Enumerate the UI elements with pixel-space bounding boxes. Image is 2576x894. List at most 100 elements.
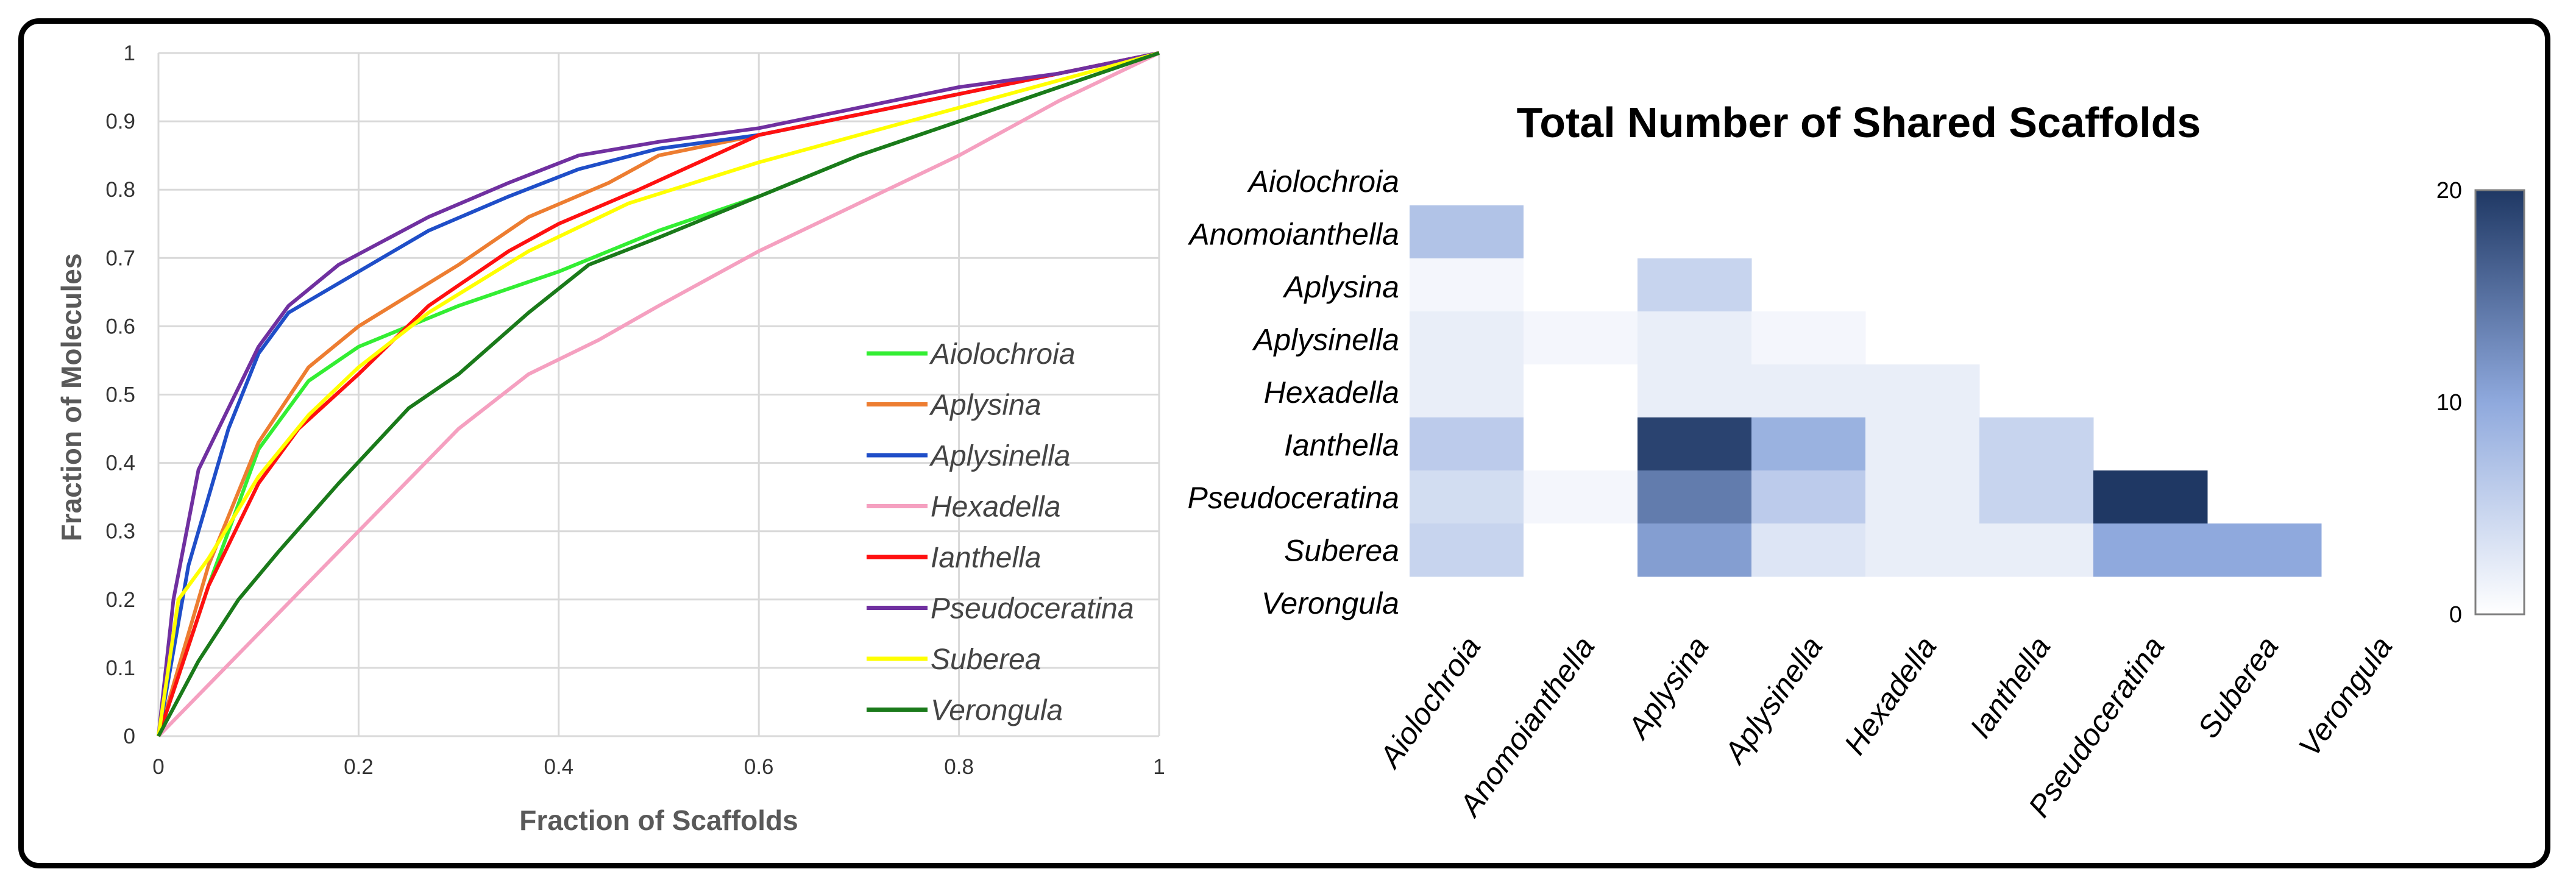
heatmap-col-label: Aiolochroia: [1372, 630, 1487, 775]
heatmap-cell: [1410, 152, 1524, 206]
series-line-hexadella: [157, 51, 1160, 738]
heatmap-cell: [1410, 417, 1524, 471]
heatmap-row-labels: Aiolochroia Anomoianthella Aplysina Aplysin…: [1187, 165, 1399, 620]
heatmap-cell: [1865, 470, 1980, 524]
heatmap-cell: [1524, 470, 1638, 524]
heatmap-cell: [2093, 523, 2208, 577]
heatmap-cell: [2093, 470, 2208, 524]
legend-label: Hexadella: [931, 491, 1060, 523]
series-line-verongula: [157, 51, 1160, 737]
legend-label: Aplysinella: [929, 440, 1070, 472]
heatmap-cell: [1979, 470, 2094, 524]
heatmap-cell: [1751, 311, 1866, 365]
colorbar-tick-label: 20: [2436, 178, 2462, 204]
heatmap-cell: [1410, 258, 1524, 312]
heatmap-cell: [1410, 523, 1524, 577]
heatmap-cell: [1410, 364, 1524, 418]
heatmap-cell: [1524, 258, 1638, 312]
y-tick-label: 0.9: [105, 110, 135, 133]
figure-frame: [18, 18, 2550, 868]
x-tick-label: 0.2: [344, 755, 374, 779]
series-line-suberea: [157, 51, 1160, 737]
heatmap-row-label: Pseudoceratina: [1188, 481, 1399, 515]
colorbar: 0 10 20: [2436, 178, 2525, 628]
heatmap-cell: [1751, 470, 1866, 524]
heatmap-row-label: Aplysinella: [1252, 323, 1399, 357]
heatmap-col-label: Suberea: [2191, 630, 2285, 744]
legend-label: Aplysina: [929, 389, 1041, 422]
legend-label: Suberea: [931, 644, 1041, 676]
y-tick-label: 0.1: [105, 656, 135, 680]
line-chart-grid: [157, 52, 1160, 737]
heatmap-cell: [1524, 205, 1638, 259]
heatmap-cell: [1979, 417, 2094, 471]
y-tick-labels: 0 0.1 0.2 0.3 0.4 0.5 0.6 0.7 0.8 0.9 1: [105, 41, 135, 748]
heatmap-cell: [1751, 417, 1866, 471]
heatmap-title: Total Number of Shared Scaffolds: [1517, 99, 2201, 146]
heatmap-cell: [1410, 205, 1524, 259]
y-tick-label: 0.6: [105, 314, 135, 338]
colorbar-tick-label: 10: [2436, 390, 2462, 416]
y-tick-label: 1: [124, 41, 135, 65]
heatmap-row-label: Aplysina: [1282, 270, 1399, 304]
legend-label: Verongula: [931, 695, 1063, 727]
heatmap-cell: [2207, 523, 2322, 577]
x-axis-label: Fraction of Scaffolds: [519, 804, 798, 836]
y-tick-label: 0.3: [105, 520, 135, 544]
y-tick-label: 0.2: [105, 588, 135, 612]
heatmap-cell: [1637, 523, 1752, 577]
heatmap-col-label: Aplysinella: [1717, 630, 1829, 770]
colorbar-tick-label: 0: [2449, 602, 2462, 628]
x-tick-label: 0.8: [944, 755, 974, 779]
legend-label: Ianthella: [931, 542, 1041, 574]
y-tick-label: 0: [124, 725, 135, 748]
heatmap-col-label: Hexadella: [1837, 630, 1943, 761]
series-line-ianthella: [157, 51, 1160, 737]
heatmap-row-label: Anomoianthella: [1187, 218, 1399, 252]
legend: Aiolochroia Aplysina Aplysinella Hexadella I…: [867, 338, 1134, 727]
heatmap-cell: [1410, 470, 1524, 524]
heatmap-col-label: Ianthella: [1963, 630, 2057, 744]
heatmap-cell: [1524, 417, 1638, 471]
heatmap-col-label: Verongula: [2292, 630, 2399, 762]
y-tick-label: 0.7: [105, 246, 135, 270]
x-tick-label: 0.4: [544, 755, 573, 779]
x-tick-label: 0: [152, 755, 164, 779]
heatmap-cell: [1524, 364, 1638, 418]
heatmap-cell: [1865, 364, 1980, 418]
heatmap-cell: [1637, 364, 1752, 418]
heatmap-cell: [1751, 364, 1866, 418]
heatmap-chart: Total Number of Shared Scaffolds Aioloch…: [1187, 99, 2525, 823]
legend-label: Aiolochroia: [929, 338, 1075, 371]
y-tick-label: 0.8: [105, 178, 135, 202]
heatmap-row-label: Suberea: [1284, 534, 1399, 568]
y-tick-label: 0.5: [105, 383, 135, 407]
heatmap-cell: [1637, 311, 1752, 365]
heatmap-cell: [1979, 523, 2094, 577]
heatmap-cell: [1637, 258, 1752, 312]
legend-label: Pseudoceratina: [931, 593, 1134, 625]
heatmap-row-label: Hexadella: [1264, 375, 1399, 410]
heatmap-cell: [1410, 311, 1524, 365]
series-line-pseudoceratina: [157, 51, 1160, 737]
y-tick-label: 0.4: [105, 452, 135, 475]
y-axis-label: Fraction of Molecules: [55, 254, 87, 542]
heatmap-cell: [1524, 311, 1638, 365]
colorbar-gradient: [2474, 189, 2525, 616]
heatmap-cell: [1865, 523, 1980, 577]
x-tick-label: 1: [1153, 755, 1165, 779]
line-series-group: [157, 51, 1160, 738]
line-chart: 0 0.1 0.2 0.3 0.4 0.5 0.6 0.7 0.8 0.9 1 0 0.2 0.4 0.6…: [55, 41, 1165, 836]
x-tick-label: 0.6: [744, 755, 774, 779]
heatmap-cell: [1524, 523, 1638, 577]
heatmap-cell: [1637, 417, 1752, 471]
heatmap-row-label: Ianthella: [1284, 428, 1399, 463]
heatmap-cell: [1865, 417, 1980, 471]
heatmap-cell: [1751, 523, 1866, 577]
heatmap-row-label: Verongula: [1261, 586, 1399, 620]
heatmap-col-label: Aplysina: [1620, 630, 1716, 745]
heatmap-cells: [1410, 152, 2322, 577]
x-tick-labels: 0 0.2 0.4 0.6 0.8 1: [152, 755, 1165, 779]
